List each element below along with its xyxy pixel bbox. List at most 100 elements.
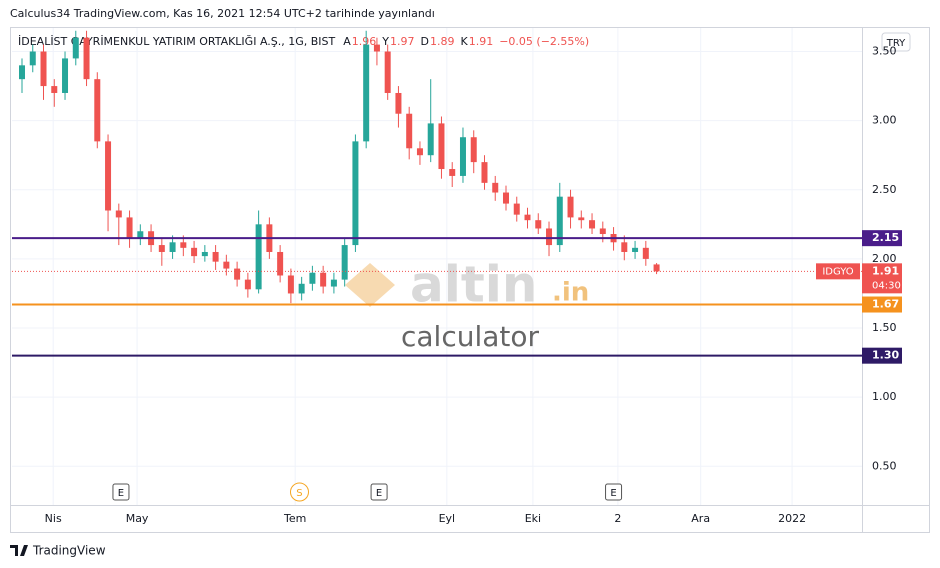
legend-change: −0.05 (−2.55%) — [499, 35, 589, 48]
candle-body — [578, 217, 585, 221]
event-marker — [289, 482, 309, 502]
candle-body — [51, 86, 58, 93]
candle-body — [395, 92, 402, 114]
frame — [10, 27, 930, 533]
x-tick-label: Eki — [525, 512, 541, 525]
candle-body — [105, 141, 112, 211]
x-tick-label: 2022 — [778, 512, 806, 525]
legend-ohlc-key: Y — [381, 35, 389, 48]
candle-body — [244, 279, 251, 290]
candle-body — [363, 44, 370, 142]
candle-body — [621, 242, 628, 252]
candle-body — [223, 261, 230, 269]
footer-logo — [10, 545, 28, 556]
legend-ohlc-key: K — [461, 35, 469, 48]
x-tick-label: Tem — [283, 512, 306, 525]
candle-body — [416, 148, 423, 156]
y-tick-label: 2.00 — [872, 252, 897, 265]
currency-label[interactable]: TRY — [886, 38, 906, 49]
header: Calculus34 TradingView.com, Kas 16, 2021… — [10, 7, 435, 20]
x-tick-label: Nis — [45, 512, 62, 525]
symbol-label: IDGYO — [822, 266, 853, 277]
x-tick-label: May — [126, 512, 149, 525]
candle-body — [546, 228, 553, 246]
level-badge — [862, 230, 902, 247]
candle-body — [373, 44, 380, 52]
candle-body — [62, 58, 69, 93]
candle-body — [459, 137, 466, 176]
candle-body — [234, 268, 241, 280]
candle-body — [201, 251, 208, 257]
y-tick-label: 2.50 — [872, 183, 897, 196]
candle-body — [94, 79, 101, 142]
candle-body — [653, 264, 660, 272]
currency-button[interactable] — [881, 32, 911, 52]
candle-body — [298, 283, 305, 294]
level-label: 1.30 — [872, 349, 899, 362]
candle-body — [277, 251, 284, 276]
candle-body — [513, 203, 520, 215]
y-tick-label: 1.00 — [872, 390, 897, 403]
candle-body — [632, 247, 639, 252]
candle-body — [470, 137, 477, 163]
candle-body — [535, 220, 542, 229]
legend-ohlc-value: 1.97 — [390, 35, 415, 48]
candle-body — [524, 214, 531, 221]
level-label: 1.67 — [872, 298, 899, 311]
candle-body — [115, 210, 122, 218]
level-label: 2.15 — [872, 231, 899, 244]
footer-text: TradingView — [32, 544, 106, 558]
event-marker — [370, 483, 388, 501]
candle-body — [330, 279, 337, 287]
candle-body — [40, 51, 47, 87]
candle-body — [29, 51, 36, 66]
x-tick-label: 2 — [614, 512, 621, 525]
candle-body — [438, 123, 445, 170]
candle-body — [642, 247, 649, 259]
candle-body — [341, 245, 348, 280]
candle-body — [212, 251, 219, 262]
level-badge — [862, 296, 902, 313]
candle-body — [158, 245, 165, 252]
candle-body — [406, 113, 413, 149]
x-tick-label: Eyl — [439, 512, 456, 525]
candle-body — [384, 51, 391, 93]
event-label: E — [610, 488, 616, 499]
legend-ohlc-key: D — [421, 35, 429, 48]
symbol-badge — [816, 263, 860, 280]
watermark-logo — [345, 263, 395, 307]
candle-body — [309, 272, 316, 284]
candle-body — [180, 242, 187, 248]
countdown: 04:30:03 — [872, 280, 917, 291]
price-badge — [862, 263, 902, 294]
event-label: S — [296, 488, 302, 499]
candle-body — [481, 162, 488, 183]
candle-body — [599, 228, 606, 235]
y-tick-label: 3.00 — [872, 114, 897, 127]
y-tick-label: 1.50 — [872, 321, 897, 334]
candle-body — [492, 182, 499, 193]
candle-body — [502, 192, 509, 204]
x-tick-label: Ara — [691, 512, 710, 525]
candle-body — [255, 224, 262, 290]
legend-ohlc-key: A — [343, 35, 351, 48]
candle-body — [352, 141, 359, 246]
event-marker — [112, 483, 130, 501]
candle-body — [287, 275, 294, 294]
event-label: E — [376, 488, 382, 499]
event-label: E — [118, 488, 124, 499]
candle-body — [83, 37, 90, 80]
legend-ohlc-value: 1.91 — [469, 35, 494, 48]
legend-ohlc-value: 1.96 — [352, 35, 377, 48]
candle-body — [191, 247, 198, 257]
y-tick-label: 3.50 — [872, 45, 897, 58]
legend-ohlc-value: 1.89 — [430, 35, 455, 48]
candle-body — [320, 272, 327, 287]
legend-title: İDEALİST GAYRİMENKUL YATIRIM ORTAKLIĞI A… — [18, 35, 336, 48]
candle-body — [137, 231, 144, 239]
price-label: 1.91 — [872, 264, 899, 277]
candle-body — [427, 123, 434, 156]
candle-body — [567, 196, 574, 218]
y-tick-label: 0.50 — [872, 459, 897, 472]
